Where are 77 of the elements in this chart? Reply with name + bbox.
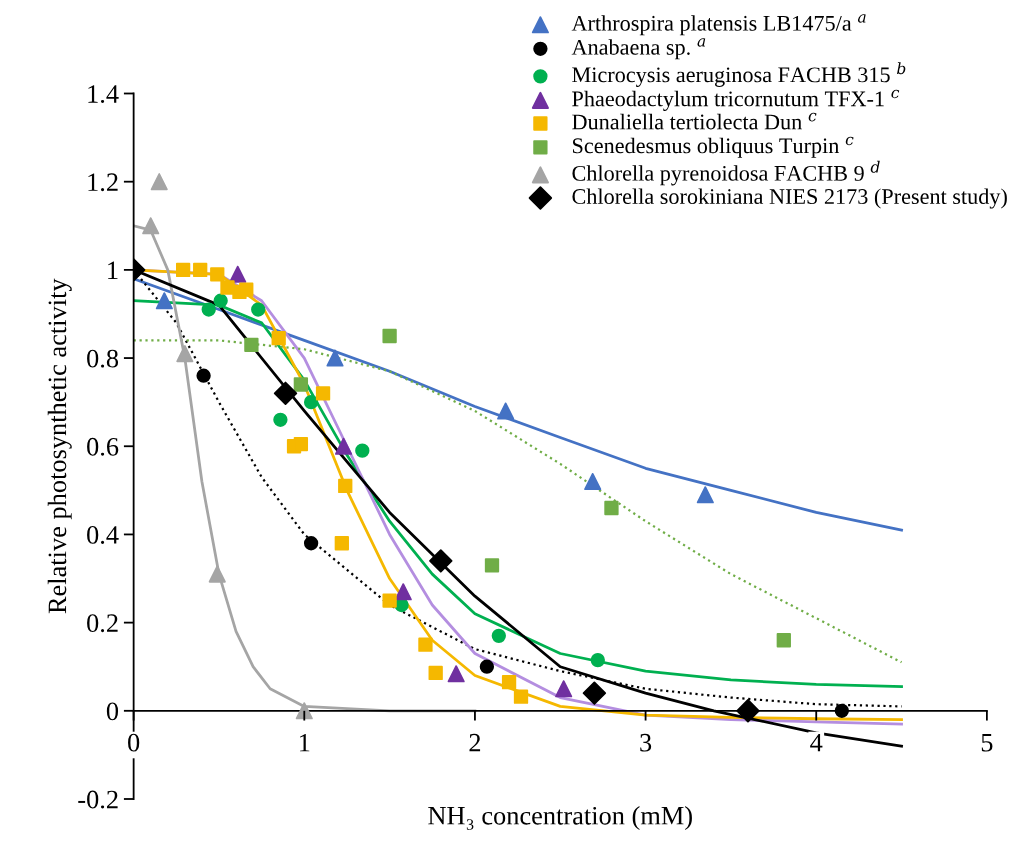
legend-label: Chlorella sorokiniana NIES 2173 (Present study): [572, 188, 1007, 209]
point: [176, 345, 194, 363]
x-tick-label: 1: [300, 733, 310, 752]
point: [150, 173, 168, 191]
legend-label: Microcysis aeruginosa FACHB 315 $^{b}$: [572, 62, 906, 87]
point: [326, 349, 344, 367]
point: [582, 681, 607, 705]
point: [484, 558, 500, 573]
point: [429, 549, 453, 573]
point: [175, 262, 191, 278]
point: [196, 368, 211, 383]
x-tick-label: 3: [640, 733, 652, 752]
point: [303, 536, 319, 551]
point: [208, 565, 226, 583]
point: [418, 637, 433, 652]
y-tick-label: 0.8: [87, 349, 119, 368]
point: [251, 302, 266, 317]
point: [513, 689, 529, 704]
point: [213, 293, 228, 308]
point: [293, 377, 309, 392]
point: [355, 443, 370, 458]
point: [229, 265, 247, 283]
point: [273, 381, 298, 406]
point: [315, 386, 331, 401]
point: [155, 292, 173, 310]
point: [776, 633, 791, 648]
point: [491, 628, 506, 644]
point: [210, 267, 225, 282]
point: [273, 412, 288, 427]
y-axis-title: Relative photosynthetic activity: [47, 278, 72, 614]
y-tick-label: 1.2: [88, 173, 118, 192]
point: [382, 328, 397, 344]
point: [604, 500, 619, 516]
x-tick-label: 0: [128, 733, 140, 752]
point: [696, 486, 714, 504]
point: [447, 665, 465, 683]
point: [244, 337, 259, 352]
legend-label: Phaeodactylum tricornutum TFX-1 $^{c}$: [572, 89, 900, 111]
legend-label: Chlorella pyrenoidosa FACHB 9 $^{d}$: [572, 160, 880, 186]
x-tick-label: 4: [810, 733, 823, 752]
x-tick-label: 5: [981, 734, 993, 752]
point: [338, 478, 353, 494]
legend-label: Anabaena sp. $^{a}$: [571, 38, 706, 60]
point: [590, 652, 605, 668]
point: [428, 665, 443, 681]
point: [334, 536, 349, 551]
point: [271, 331, 286, 346]
point: [220, 280, 235, 295]
legend-label: Arthrospira platensis LB1475/a $^{a}$: [571, 14, 866, 36]
y-tick-label: 0.6: [87, 437, 119, 456]
legend-label: Scenedesmus obliquus Turpin $^{c}$: [572, 136, 854, 158]
point: [394, 583, 412, 601]
point: [334, 437, 353, 455]
x-axis-title: NH₃ concentration (mM): [428, 806, 692, 830]
point: [479, 659, 495, 674]
point: [584, 472, 602, 491]
point: [501, 674, 517, 690]
point: [239, 282, 254, 297]
x-tick-label: 2: [469, 733, 481, 752]
point: [736, 699, 760, 723]
y-tick-label: -0.2: [78, 790, 118, 809]
point: [555, 680, 573, 698]
y-tick-label: 1: [108, 261, 118, 280]
point: [303, 395, 319, 410]
point: [382, 593, 397, 608]
y-tick-label: 1.4: [88, 85, 119, 104]
legend-label: Dunaliella tertiolecta Dun $^{c}$: [572, 112, 817, 130]
y-tick-label: 0.4: [87, 526, 119, 544]
point: [497, 402, 515, 420]
point: [193, 262, 208, 278]
y-tick-label: 0: [106, 702, 119, 721]
point: [142, 217, 160, 235]
point: [834, 703, 849, 718]
point: [293, 436, 309, 452]
line-series: [133, 339, 903, 664]
y-tick-label: 0.2: [87, 614, 118, 633]
point: [201, 302, 216, 317]
